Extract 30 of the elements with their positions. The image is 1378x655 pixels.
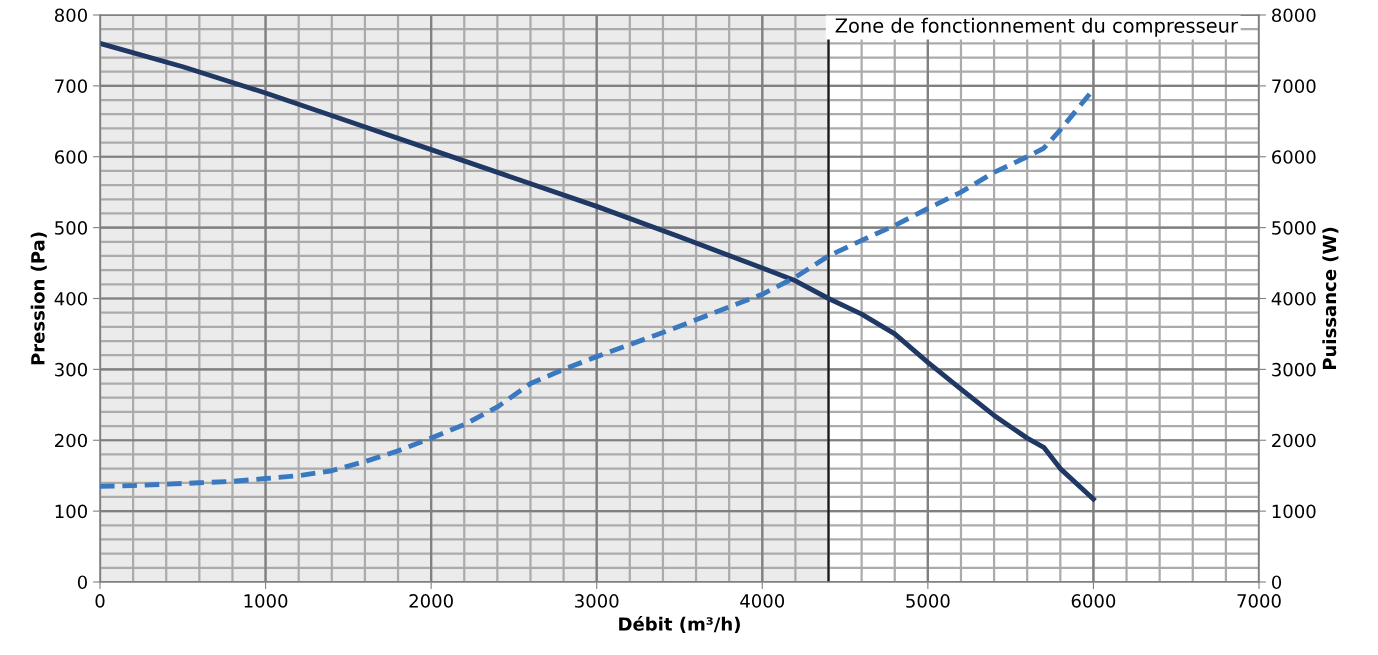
- y2-tick-label: 8000: [1272, 8, 1316, 23]
- y-tick-label: 200: [55, 433, 87, 448]
- x-tick-label: 3000: [575, 594, 619, 608]
- y-tick-label: 100: [55, 504, 87, 519]
- y-tick-label: 300: [55, 362, 87, 377]
- y2-tick-label: 4000: [1271, 291, 1316, 306]
- y2-tick-label: 5000: [1272, 221, 1316, 235]
- y-tick-label: 800: [54, 8, 87, 23]
- y-axis-title: Pression (Pa): [30, 232, 47, 365]
- x-tick-label: 1000: [244, 594, 288, 608]
- x-tick-label: 7000: [1237, 594, 1281, 608]
- x-tick-label: 0: [95, 594, 105, 608]
- y2-tick-label: 0: [1272, 575, 1282, 590]
- y2-tick-label: 3000: [1272, 362, 1316, 377]
- x-axis-title: Débit (m³/h): [619, 616, 740, 633]
- y2-axis-title: Puissance (W): [1322, 227, 1339, 370]
- x-tick-label: 5000: [906, 594, 950, 608]
- y2-tick-label: 1000: [1272, 504, 1316, 519]
- y2-tick-label: 6000: [1272, 150, 1316, 164]
- y-tick-label: 600: [54, 150, 87, 164]
- y-tick-label: 400: [54, 291, 87, 306]
- y-tick-label: 500: [55, 221, 87, 235]
- y-tick-label: 700: [55, 79, 87, 93]
- y-tick-label: 0: [77, 575, 87, 590]
- x-tick-label: 2000: [409, 594, 453, 608]
- y2-tick-label: 2000: [1272, 433, 1316, 448]
- x-tick-label: 6000: [1071, 594, 1116, 608]
- ref-line-label: Zone de fonctionnement du compresseur: [835, 17, 1238, 37]
- x-tick-label: 4000: [740, 594, 785, 608]
- y2-tick-label: 7000: [1272, 79, 1316, 93]
